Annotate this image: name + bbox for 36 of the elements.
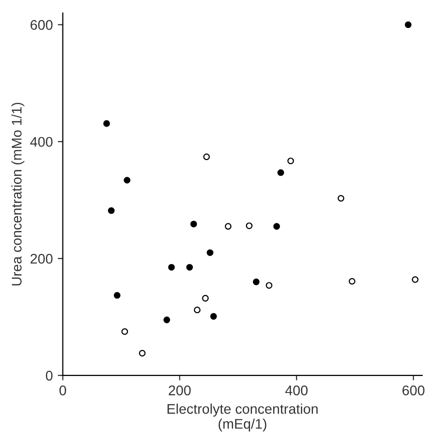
point — [412, 276, 418, 283]
point — [202, 294, 209, 302]
x-axis-title: Electrolyte concentration (mEq/1) — [168, 404, 318, 432]
point — [103, 120, 110, 127]
point — [224, 223, 232, 230]
point — [404, 21, 412, 28]
point — [246, 222, 253, 230]
y-tick-label: 0 — [46, 370, 53, 381]
y-tick-label: 600 — [30, 20, 53, 30]
point — [114, 292, 120, 299]
point — [163, 316, 170, 324]
point — [203, 153, 210, 160]
y-axis-title: Urea concentration (mMo 1/1) — [11, 102, 24, 286]
x-tick-label: 0 — [59, 386, 66, 396]
y-tick-label: 400 — [30, 136, 53, 147]
x-tick-label: 200 — [168, 386, 191, 396]
point — [348, 278, 356, 285]
x-tick-label: 400 — [285, 386, 308, 396]
point — [186, 264, 193, 271]
point — [252, 278, 260, 286]
point — [138, 350, 146, 357]
point — [108, 207, 115, 214]
y-tick-label: 200 — [30, 254, 53, 264]
point — [287, 158, 294, 164]
point — [190, 220, 198, 228]
point — [338, 194, 344, 202]
point — [277, 169, 284, 176]
point — [210, 313, 217, 320]
point — [168, 264, 175, 271]
x-tick-label: 600 — [402, 386, 424, 396]
point — [266, 282, 272, 289]
point — [273, 223, 280, 230]
point — [121, 328, 128, 335]
point — [206, 249, 214, 256]
point — [124, 176, 130, 184]
point — [194, 306, 201, 314]
